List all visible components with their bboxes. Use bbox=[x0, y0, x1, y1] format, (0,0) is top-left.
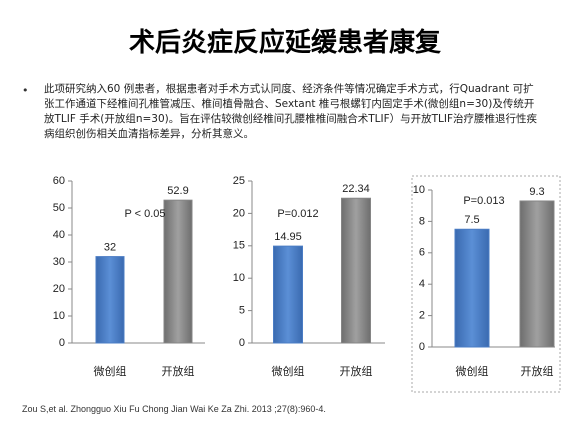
y-tick-label: 10 bbox=[413, 184, 425, 196]
x-tick-label: 微创组 bbox=[94, 364, 127, 378]
y-tick-label: 0 bbox=[59, 337, 65, 349]
y-tick-label: 5 bbox=[239, 305, 245, 317]
bar bbox=[273, 245, 303, 344]
bar bbox=[454, 228, 490, 348]
value-label: 9.3 bbox=[529, 186, 544, 198]
y-tick-label: 0 bbox=[239, 337, 245, 349]
y-tick-label: 60 bbox=[53, 175, 65, 187]
value-label: 14.95 bbox=[274, 231, 302, 243]
x-tick-label: 开放组 bbox=[162, 364, 195, 378]
y-tick-label: 50 bbox=[53, 202, 65, 214]
y-tick-label: 2 bbox=[419, 310, 425, 322]
y-tick-label: 40 bbox=[53, 229, 65, 241]
x-tick-label: 微创组 bbox=[456, 364, 489, 378]
y-tick-label: 20 bbox=[233, 207, 245, 219]
y-tick-label: 0 bbox=[419, 341, 425, 353]
body-text: 此项研究纳入60 例患者，根据患者对手术方式认同度、经济条件等情况确定手术方式，… bbox=[44, 83, 538, 140]
y-tick-label: 10 bbox=[53, 310, 65, 322]
y-tick-label: 8 bbox=[419, 215, 425, 227]
slide-title: 术后炎症反应延缓患者康复 bbox=[128, 28, 441, 58]
y-tick-label: 15 bbox=[233, 240, 245, 252]
x-tick-label: 开放组 bbox=[521, 364, 554, 378]
bar bbox=[95, 256, 125, 344]
annotation: P=0.012 bbox=[277, 208, 318, 220]
x-tick-label: 开放组 bbox=[340, 364, 373, 378]
bar bbox=[341, 197, 371, 344]
y-tick-label: 4 bbox=[419, 278, 425, 290]
bar bbox=[163, 199, 193, 344]
annotation: P=0.013 bbox=[463, 195, 504, 207]
value-label: 52.9 bbox=[167, 185, 188, 197]
y-tick-label: 10 bbox=[233, 272, 245, 284]
y-tick-label: 20 bbox=[53, 283, 65, 295]
y-tick-label: 25 bbox=[233, 175, 245, 187]
bar bbox=[519, 200, 555, 348]
x-tick-label: 微创组 bbox=[272, 364, 305, 378]
value-label: 7.5 bbox=[464, 214, 479, 226]
citation: Zou S,et al. Zhongguo Xiu Fu Chong Jian … bbox=[22, 404, 326, 414]
value-label: 32 bbox=[104, 242, 116, 254]
bullet: • bbox=[22, 84, 29, 97]
chart-frame bbox=[411, 175, 561, 393]
y-tick-label: 30 bbox=[53, 256, 65, 268]
y-tick-label: 6 bbox=[419, 247, 425, 259]
annotation: P < 0.05 bbox=[124, 208, 165, 220]
value-label: 22.34 bbox=[342, 183, 370, 195]
